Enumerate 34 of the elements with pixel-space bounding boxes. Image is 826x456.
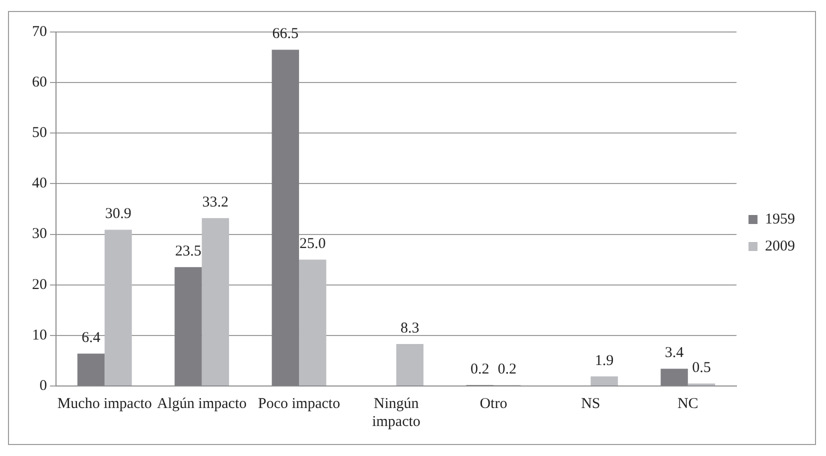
y-tick-label: 10 [32, 327, 47, 344]
bar [299, 260, 326, 386]
x-tick-label: Algún impacto [157, 396, 247, 412]
bar [202, 218, 230, 386]
y-tick-label: 0 [40, 378, 47, 394]
x-tick-label: NS [581, 396, 600, 412]
x-tick-label: Poco impacto [258, 396, 340, 412]
x-tick-label: Otro [480, 396, 508, 412]
y-tick-label: 30 [32, 226, 47, 242]
x-tick-label: Ningún impacto [372, 396, 420, 430]
bar [396, 344, 424, 386]
data-label: 25.0 [300, 236, 326, 252]
data-label: 0.2 [498, 361, 516, 378]
data-label: 33.2 [202, 194, 229, 211]
x-tick-label: NC [677, 396, 698, 412]
data-label: 23.5 [175, 244, 202, 260]
data-label: 30.9 [105, 206, 132, 222]
data-label: 6.4 [82, 330, 101, 346]
y-tick-label: 70 [32, 24, 47, 40]
legend-label: 2009 [765, 238, 795, 254]
legend-label: 1959 [765, 211, 795, 228]
bar [590, 376, 618, 386]
y-tick-label: 40 [32, 176, 47, 192]
data-label: 3.4 [664, 345, 684, 362]
y-tick-label: 60 [32, 74, 47, 91]
data-label: 8.3 [400, 320, 420, 336]
data-label: 66.5 [272, 26, 299, 42]
y-tick-label: 50 [32, 125, 47, 142]
y-tick-label: 20 [32, 276, 47, 293]
data-label: 0.2 [470, 361, 490, 378]
data-label: 1.9 [594, 352, 614, 369]
bar [104, 230, 132, 386]
x-tick-label: Mucho impacto [57, 396, 152, 412]
data-label: 0.5 [692, 360, 711, 376]
